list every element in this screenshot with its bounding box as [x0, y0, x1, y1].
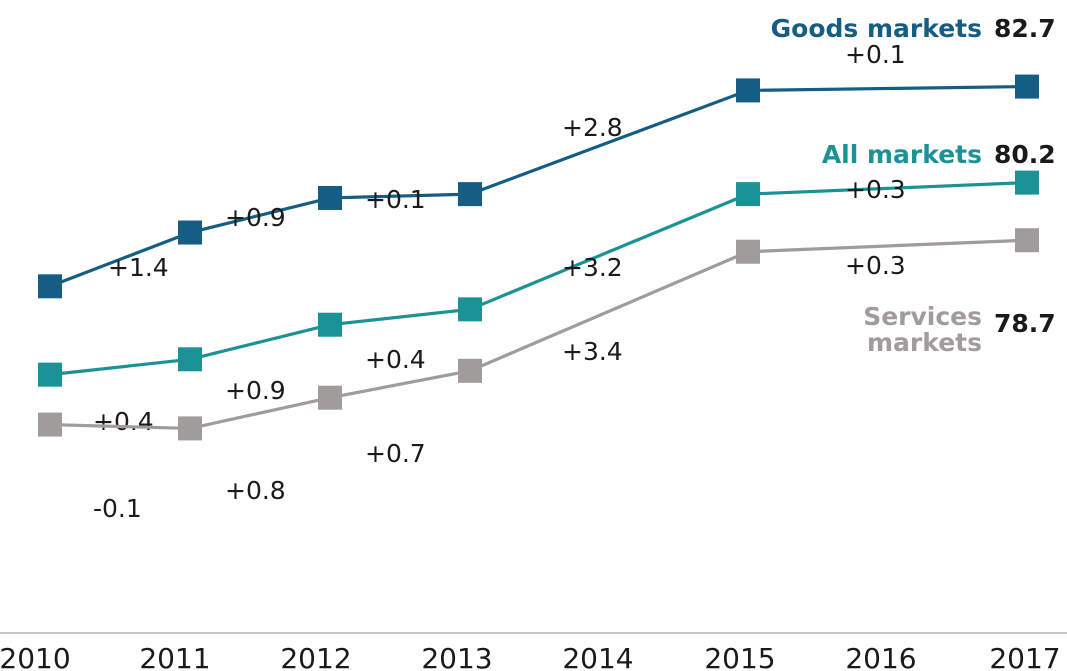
series-line [49, 84, 1028, 288]
data-point-marker [458, 297, 482, 322]
series-end-value-label: 78.7 [994, 309, 1056, 338]
change-label: +3.2 [562, 253, 623, 282]
x-tick-label: 2014 [562, 642, 633, 671]
x-tick-label: 2013 [421, 642, 492, 671]
data-point-marker [318, 385, 342, 410]
x-tick-label: 2015 [704, 642, 775, 671]
data-point-marker [318, 185, 342, 210]
change-label: +1.4 [108, 253, 169, 282]
data-point-marker [38, 274, 62, 299]
data-point-marker [736, 182, 760, 207]
series-end-value-label: 82.7 [994, 14, 1056, 43]
data-point-marker [1015, 170, 1039, 195]
data-point-marker [736, 239, 760, 264]
x-axis-ticks: 2010 2011 2012 2013 2014 2015 2016 2017 [0, 642, 1061, 671]
x-tick-label: 2011 [139, 642, 210, 671]
change-label: +2.8 [562, 113, 623, 142]
x-tick-label: 2012 [280, 642, 351, 671]
data-point-marker [178, 416, 202, 441]
data-point-marker [1015, 74, 1039, 99]
data-point-marker [38, 412, 62, 437]
change-label: +0.7 [365, 439, 426, 468]
change-label: +0.4 [93, 407, 154, 436]
data-point-marker [1015, 228, 1039, 253]
change-label: +0.4 [365, 345, 426, 374]
change-label: +3.4 [562, 337, 623, 366]
change-label: +0.1 [365, 185, 426, 214]
change-label: +0.9 [225, 203, 286, 232]
change-label: +0.3 [845, 175, 906, 204]
data-point-marker [38, 362, 62, 387]
change-label: +0.3 [845, 251, 906, 280]
change-label: +0.9 [225, 376, 286, 405]
series-line [49, 180, 1028, 377]
series-end-value-label: 80.2 [994, 140, 1056, 169]
data-point-marker [178, 347, 202, 372]
x-tick-label: 2010 [0, 642, 71, 671]
series-name-label: Goods markets [771, 14, 982, 43]
series-name-label: markets [867, 328, 982, 357]
data-point-marker [458, 182, 482, 207]
data-point-marker [178, 220, 202, 245]
series-name-label: All markets [822, 140, 982, 169]
x-tick-label: 2016 [845, 642, 916, 671]
data-point-marker [458, 358, 482, 383]
change-label: +0.1 [845, 40, 906, 69]
change-label: -0.1 [93, 494, 142, 523]
series-name-label: Services [863, 302, 982, 331]
x-tick-label: 2017 [989, 642, 1060, 671]
series-all-markets: +0.4 +0.9 +0.4 +3.2 +0.3 All markets 80.2 [38, 140, 1056, 436]
data-point-marker [736, 78, 760, 103]
series-line [49, 238, 1028, 431]
change-label: +0.8 [225, 476, 286, 505]
data-point-marker [318, 312, 342, 337]
